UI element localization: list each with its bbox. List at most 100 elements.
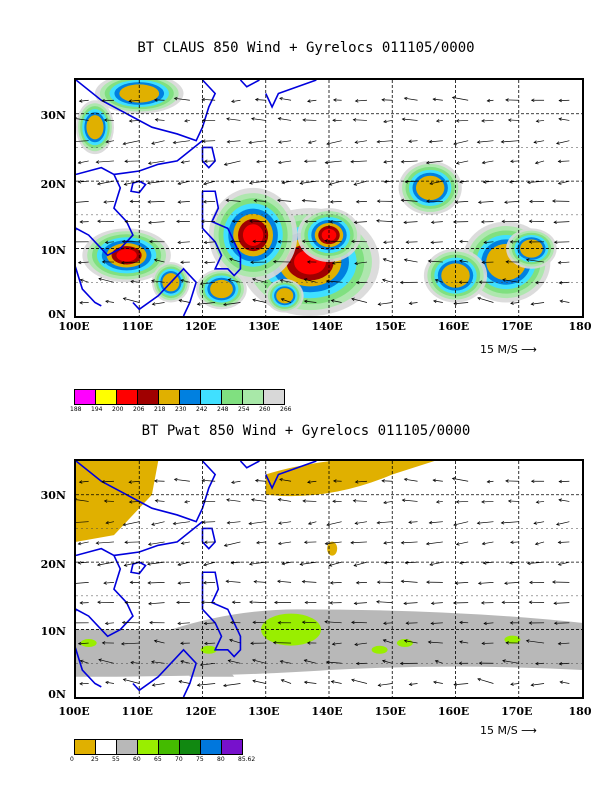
- wind-vector: [527, 180, 545, 183]
- wind-vector: [227, 521, 241, 524]
- wind-vector-head: [203, 641, 208, 646]
- wind-vector-head: [383, 160, 387, 164]
- wind-vector-head: [307, 140, 312, 144]
- wind-vector-head: [104, 240, 109, 245]
- wind-vector-head: [252, 658, 256, 663]
- wind-vector: [456, 541, 469, 545]
- panel2-map: [74, 459, 584, 699]
- wind-vector: [459, 561, 469, 564]
- wind-vector: [148, 221, 165, 224]
- wind-vector-head: [530, 479, 535, 483]
- panel2-ylabel-0n: 0N: [48, 688, 66, 701]
- wind-vector: [456, 120, 469, 122]
- moisture-dry-region: [327, 541, 338, 556]
- wind-vector-head: [103, 200, 107, 204]
- wind-vector-head: [535, 280, 539, 285]
- wind-vector: [459, 180, 469, 183]
- wind-vector-head: [223, 162, 228, 166]
- wind-vector: [173, 140, 190, 144]
- wind-vector-head: [78, 480, 83, 484]
- wind-vector-head: [203, 260, 208, 265]
- wind-vector-head: [534, 160, 539, 165]
- wind-vector-head: [121, 620, 126, 625]
- wind-vector-head: [458, 280, 463, 285]
- wind-vector: [558, 642, 570, 645]
- wind-vector-head: [330, 680, 335, 684]
- wind-vector-head: [248, 140, 252, 145]
- wind-vector-head: [383, 240, 387, 245]
- wind-vector-head: [151, 141, 155, 145]
- wind-vector-head: [96, 181, 101, 186]
- colorbar-swatch: [74, 389, 96, 405]
- wind-vector-head: [483, 240, 487, 245]
- wind-vector: [429, 140, 443, 143]
- wind-vector-head: [226, 139, 231, 144]
- panel2-vector-scale: 15 M/S ⟶: [480, 724, 537, 737]
- wind-vector-head: [382, 639, 387, 643]
- panel2-xlabel: 130E: [248, 705, 280, 718]
- wind-vector-head: [172, 521, 177, 526]
- wind-vector-head: [559, 680, 564, 684]
- wind-vector-head: [97, 219, 101, 223]
- wind-vector: [148, 201, 165, 203]
- wind-vector: [376, 220, 393, 222]
- wind-vector-head: [324, 239, 328, 243]
- wind-vector-head: [428, 520, 433, 525]
- wind-vector-head: [501, 600, 505, 605]
- wind-vector: [436, 501, 443, 503]
- wind-vector: [97, 180, 115, 185]
- wind-vector: [383, 120, 393, 123]
- wind-vector: [202, 521, 216, 523]
- wind-vector: [80, 279, 89, 283]
- wind-vector-head: [333, 479, 337, 483]
- wind-vector: [350, 160, 367, 163]
- wind-vector-head: [231, 480, 235, 484]
- wind-vector-head: [455, 119, 460, 123]
- wind-vector: [121, 642, 140, 645]
- wind-vector: [353, 561, 368, 567]
- wind-vector-head: [408, 139, 412, 143]
- wind-vector-head: [203, 181, 207, 186]
- wind-vector: [454, 302, 469, 305]
- wind-vector-head: [333, 98, 337, 102]
- wind-vector: [402, 118, 418, 121]
- wind-vector-head: [184, 119, 188, 123]
- wind-vector: [536, 120, 545, 122]
- wind-vector: [405, 561, 418, 564]
- wind-vector-head: [556, 522, 560, 526]
- cloud-shading: [86, 115, 104, 140]
- wind-vector-head: [332, 118, 336, 123]
- wind-vector: [79, 480, 89, 483]
- wind-vector: [98, 278, 115, 283]
- wind-vector-head: [201, 139, 206, 143]
- wind-vector-head: [500, 140, 505, 144]
- wind-vector-head: [230, 620, 234, 625]
- wind-vector-head: [230, 179, 235, 184]
- wind-vector-head: [130, 660, 134, 665]
- wind-vector: [501, 521, 519, 524]
- wind-vector-head: [256, 540, 260, 545]
- wind-vector: [354, 261, 367, 265]
- wind-vector: [308, 140, 317, 144]
- wind-vector: [326, 521, 342, 526]
- wind-vector: [248, 140, 266, 144]
- wind-vector-head: [558, 662, 563, 666]
- colorbar-label: 25: [91, 756, 99, 763]
- wind-vector-head: [203, 621, 208, 626]
- wind-vector: [508, 119, 519, 121]
- wind-vector: [252, 278, 266, 283]
- panel2-xlabel: 140E: [311, 705, 343, 718]
- wind-vector-head: [381, 278, 386, 282]
- wind-vector-head: [383, 541, 387, 545]
- colorbar-label: 70: [175, 756, 183, 763]
- wind-vector-head: [277, 160, 282, 165]
- wind-vector: [459, 260, 469, 263]
- wind-vector: [154, 259, 165, 263]
- wind-vector: [105, 241, 114, 243]
- wind-vector-head: [353, 563, 358, 567]
- wind-vector-head: [376, 199, 381, 203]
- wind-vector-head: [147, 161, 152, 165]
- wind-vector-head: [353, 182, 358, 186]
- wind-vector-head: [558, 479, 562, 484]
- wind-vector-head: [301, 239, 306, 243]
